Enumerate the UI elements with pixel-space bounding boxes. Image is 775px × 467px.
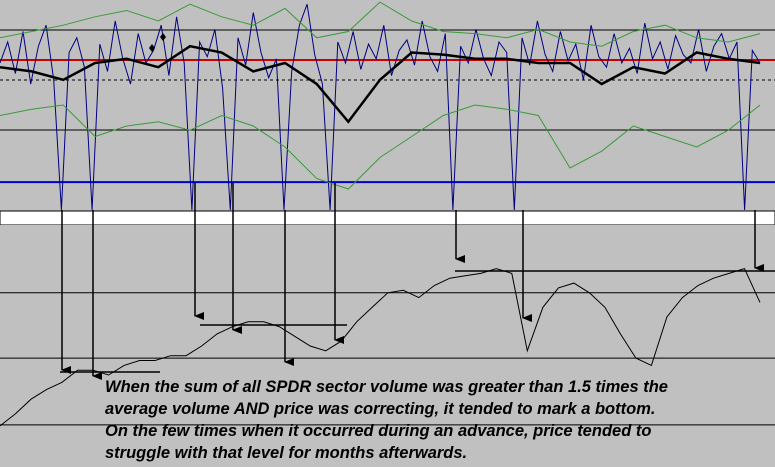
separator [0, 210, 775, 226]
markers [149, 33, 166, 52]
arrows [60, 183, 775, 380]
series-line [0, 104, 761, 190]
series-line [0, 267, 761, 427]
annotation: struggle with that level for months afte… [105, 444, 467, 462]
series-line [0, 4, 761, 211]
annotation: average volume AND price was correcting,… [105, 400, 655, 418]
series-line [0, 1, 761, 47]
series-line [0, 44, 761, 124]
annotation: When the sum of all SPDR sector volume w… [105, 378, 668, 396]
top-panel [0, 0, 775, 211]
bottom-panel [0, 225, 775, 467]
annotation: On the few times when it occurred during… [105, 422, 651, 440]
